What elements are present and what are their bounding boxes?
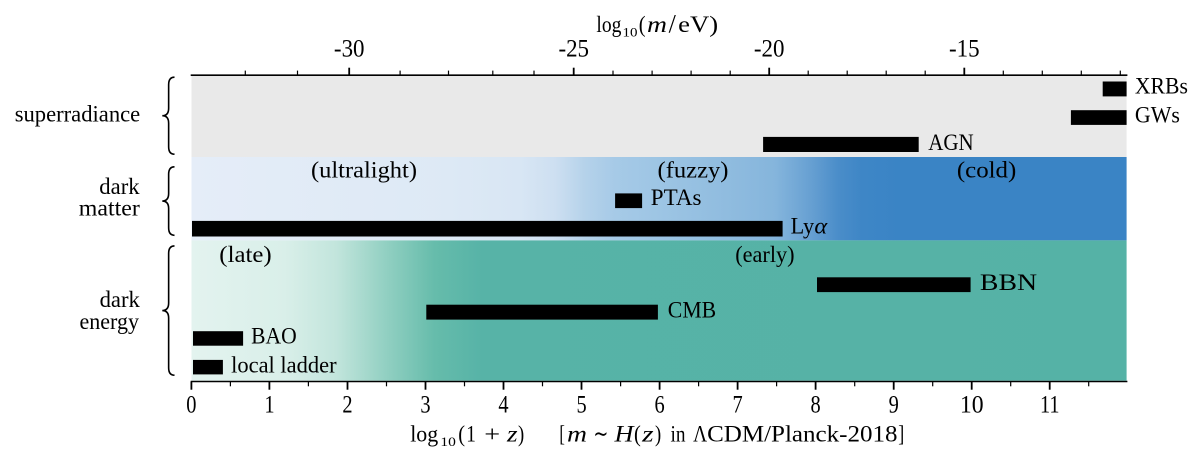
svg-text:7: 7 — [733, 391, 743, 418]
svg-text:(ultralight): (ultralight) — [311, 158, 417, 184]
svg-text:(cold): (cold) — [957, 158, 1016, 184]
svg-text:1: 1 — [466, 421, 476, 447]
svg-text:GWs: GWs — [1135, 103, 1180, 129]
svg-text:(fuzzy): (fuzzy) — [658, 158, 729, 184]
svg-text:Λ: Λ — [693, 421, 707, 447]
svg-text:-25: -25 — [558, 35, 589, 62]
svg-text:(: ( — [458, 421, 465, 447]
svg-text:-20: -20 — [754, 35, 785, 62]
svg-text:11: 11 — [1040, 391, 1060, 418]
svg-text:BBN: BBN — [980, 270, 1037, 296]
svg-text:dark: dark — [99, 174, 140, 200]
svg-text:2: 2 — [342, 391, 352, 418]
svg-text:): ) — [518, 421, 524, 447]
svg-text:local ladder: local ladder — [231, 352, 337, 378]
svg-text:eV): eV) — [678, 12, 718, 38]
svg-text:): ) — [655, 421, 661, 447]
svg-text:dark: dark — [100, 287, 141, 313]
svg-text:(: ( — [634, 421, 641, 447]
svg-text:matter: matter — [79, 195, 140, 221]
svg-text:∼: ∼ — [593, 421, 608, 447]
svg-text:0: 0 — [186, 391, 196, 418]
svg-text:]: ] — [898, 421, 904, 447]
svg-text:CMB: CMB — [668, 298, 716, 324]
svg-text:BAO: BAO — [251, 324, 297, 350]
svg-text:[: [ — [559, 421, 565, 447]
svg-text:z: z — [641, 421, 654, 447]
svg-text:3: 3 — [420, 391, 430, 418]
svg-text:6: 6 — [654, 391, 664, 418]
svg-text:1: 1 — [264, 391, 274, 418]
svg-text:log: log — [410, 421, 438, 447]
svg-text:-15: -15 — [949, 35, 980, 62]
svg-text:z: z — [506, 421, 518, 447]
svg-text:AGN: AGN — [928, 130, 974, 156]
svg-text:/: / — [669, 10, 677, 39]
svg-text:m: m — [567, 421, 587, 447]
svg-text:8: 8 — [811, 391, 821, 418]
svg-text:energy: energy — [80, 309, 140, 335]
svg-text:log: log — [596, 12, 621, 38]
svg-text:10: 10 — [623, 26, 638, 40]
svg-text:PTAs: PTAs — [651, 185, 702, 211]
svg-text:in: in — [671, 421, 686, 447]
svg-text:superradiance: superradiance — [15, 102, 141, 128]
svg-text:10: 10 — [440, 435, 456, 449]
svg-text:(: ( — [639, 12, 646, 38]
svg-text:5: 5 — [576, 391, 586, 418]
svg-text:H: H — [613, 421, 635, 447]
svg-text:CDM/Planck-2018: CDM/Planck-2018 — [707, 421, 897, 447]
svg-text:9: 9 — [889, 391, 899, 418]
svg-text:(early): (early) — [735, 242, 794, 268]
svg-text:Ly: Ly — [791, 214, 815, 240]
svg-text:α: α — [814, 214, 827, 240]
svg-text:-30: -30 — [334, 35, 365, 62]
svg-text:m: m — [647, 12, 667, 38]
svg-text:+: + — [484, 421, 500, 447]
svg-text:4: 4 — [498, 391, 509, 418]
svg-text:(late): (late) — [219, 242, 271, 268]
svg-text:XRBs: XRBs — [1135, 73, 1188, 99]
svg-text:10: 10 — [960, 391, 984, 418]
